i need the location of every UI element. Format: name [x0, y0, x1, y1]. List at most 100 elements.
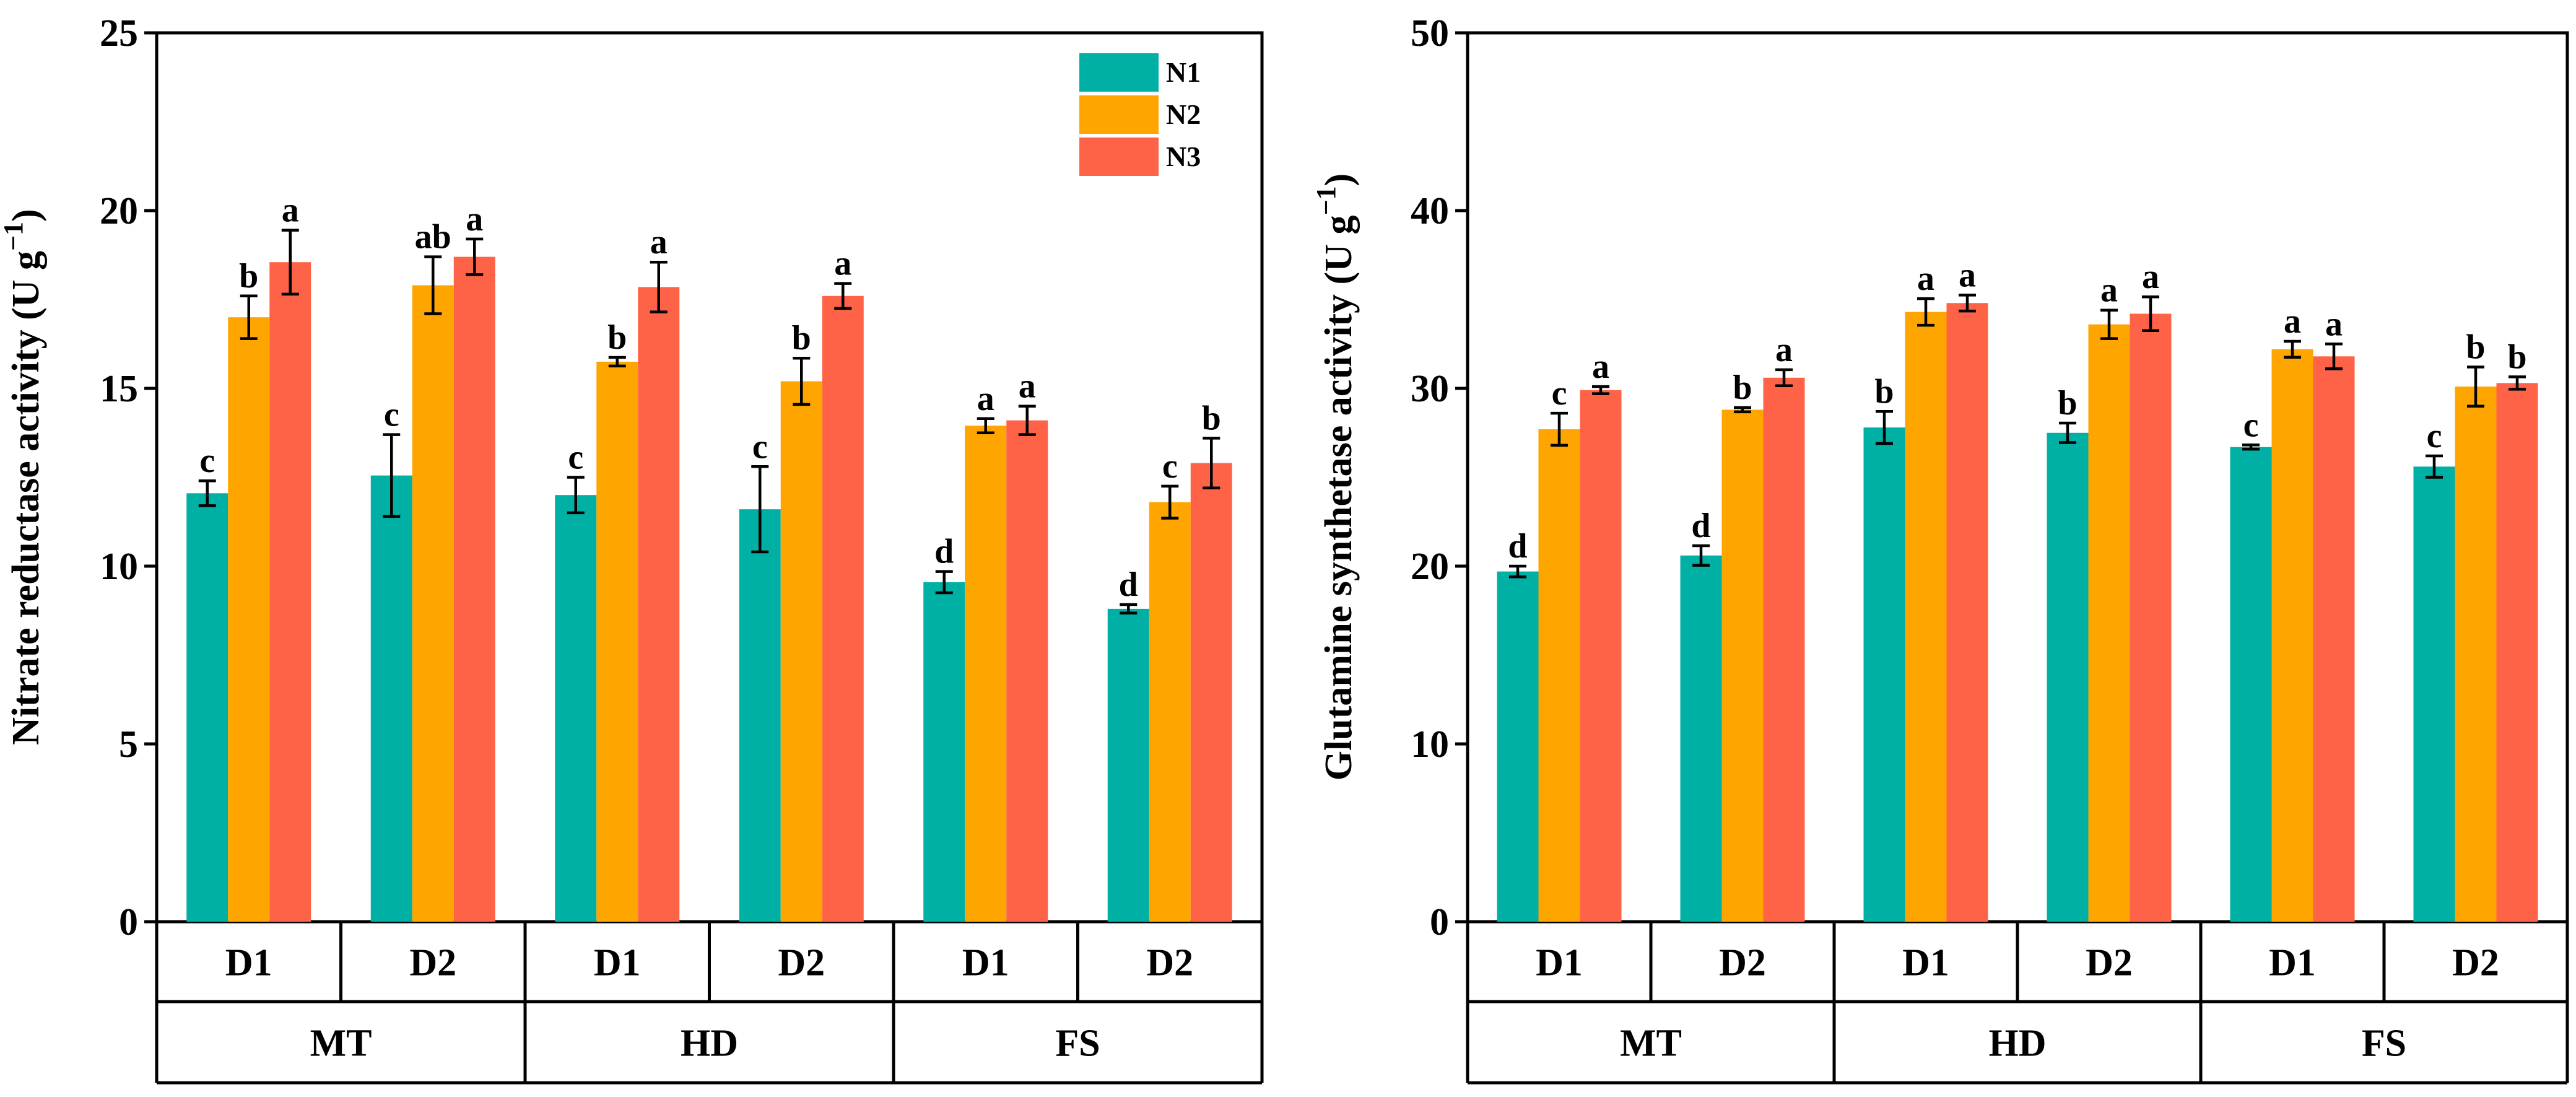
- glutamine-synthetase-chart: 0 10 20 30 40 50 Glutamine synthetase activity…: [1311, 12, 2569, 1085]
- significance-letter: d: [1691, 507, 1710, 545]
- y-tick-label: 20: [1411, 546, 1449, 588]
- legend-label: N3: [1166, 141, 1201, 172]
- y-tick-label: 10: [1411, 723, 1449, 766]
- bar-n1: [2047, 432, 2089, 922]
- group-label: MT: [310, 1023, 372, 1065]
- bar-n3: [2496, 383, 2538, 922]
- bar-n1: [1680, 555, 1722, 922]
- subgroup-label: D1: [1536, 942, 1583, 984]
- bar-n2: [1538, 429, 1580, 922]
- significance-letter: b: [1733, 369, 1752, 407]
- y-axis-label-close: ): [5, 209, 47, 222]
- bar-n3: [269, 262, 311, 922]
- significance-letter: c: [2427, 417, 2442, 455]
- bar-n2: [412, 285, 454, 922]
- group-label: HD: [681, 1023, 738, 1065]
- bar-n2: [228, 317, 270, 922]
- subgroup-label: D1: [594, 942, 641, 984]
- significance-letter: b: [792, 319, 811, 357]
- bar-n2: [965, 426, 1007, 922]
- subgroup-label: D1: [962, 942, 1009, 984]
- significance-letter: d: [1508, 527, 1527, 566]
- significance-letter: ab: [415, 218, 451, 256]
- group-label: HD: [1989, 1023, 2047, 1065]
- significance-letter: a: [834, 245, 851, 283]
- subgroup-label: D1: [2269, 942, 2316, 984]
- significance-letter: c: [1552, 374, 1567, 413]
- y-axis-label-close: ): [1318, 173, 1360, 186]
- legend-swatch-n1: [1079, 53, 1159, 92]
- bar-n3: [1763, 377, 1805, 922]
- bar-n3: [1946, 303, 1988, 922]
- y-tick-label: 40: [1411, 190, 1449, 232]
- y-tick-label: 5: [119, 723, 138, 766]
- significance-letter: a: [1775, 331, 1793, 369]
- significance-letter: b: [239, 257, 258, 295]
- bar-n2: [2455, 387, 2497, 922]
- significance-letter: b: [2507, 338, 2526, 376]
- significance-letter: b: [1202, 399, 1221, 437]
- significance-letter: a: [2100, 271, 2118, 310]
- plot-frame: [1466, 31, 2569, 924]
- significance-letter: a: [2142, 258, 2159, 296]
- subgroup-label: D2: [778, 942, 825, 984]
- significance-letter: c: [752, 427, 768, 466]
- significance-letter: b: [607, 318, 627, 357]
- legend-swatch-n3: [1079, 138, 1159, 176]
- bar-n2: [1149, 502, 1191, 922]
- subgroup-label: D2: [409, 942, 456, 984]
- significance-letter: a: [1917, 260, 1934, 298]
- bar-n1: [370, 475, 412, 922]
- group-label: MT: [1620, 1023, 1682, 1065]
- significance-letter: b: [1874, 372, 1894, 411]
- significance-letter: a: [282, 191, 299, 230]
- group-label: FS: [1055, 1023, 1100, 1065]
- subgroup-label: D2: [1719, 942, 1766, 984]
- significance-letter: a: [2284, 302, 2301, 341]
- y-tick-label: 25: [100, 12, 138, 55]
- subgroup-label: D2: [1146, 942, 1193, 984]
- subgroup-label: D2: [2086, 942, 2133, 984]
- bar-n3: [2313, 356, 2355, 922]
- bar-n3: [638, 287, 680, 922]
- significance-letter: b: [2058, 384, 2077, 422]
- y-axis-label-main: Glutamine synthetase activity (U g: [1318, 216, 1360, 781]
- significance-letter: c: [199, 442, 215, 480]
- y-axis-label: Glutamine synthetase activity (U g−1): [1311, 173, 1360, 780]
- bar-n1: [1497, 571, 1539, 922]
- bar-n3: [1580, 390, 1622, 922]
- bar-n3: [822, 295, 864, 922]
- bar-n1: [923, 582, 965, 922]
- significance-letter: a: [1019, 367, 1036, 406]
- bar-n2: [596, 361, 638, 922]
- bar-n3: [1006, 420, 1048, 922]
- bar-n1: [2413, 466, 2455, 922]
- y-axis-label-superscript: −1: [0, 222, 28, 251]
- legend-label: N2: [1166, 98, 1201, 130]
- nitrate-reductase-chart: 0 5 10 15 20 25 Nitrate reductase activity (U …: [0, 12, 1264, 1085]
- y-tick-label: 30: [1411, 368, 1449, 410]
- significance-letter: c: [1162, 447, 1178, 486]
- y-tick-label: 10: [100, 546, 138, 588]
- significance-letter: a: [466, 200, 483, 238]
- subgroup-label: D1: [225, 942, 272, 984]
- significance-letter: d: [934, 533, 954, 571]
- subgroup-label: D1: [1902, 942, 1949, 984]
- y-axis-label: Nitrate reductase activity (U g−1): [0, 209, 47, 745]
- bar-n3: [453, 256, 495, 922]
- bar-n1: [1863, 427, 1905, 922]
- significance-letter: c: [2243, 406, 2259, 444]
- significance-letter: c: [384, 396, 399, 434]
- significance-letter: a: [650, 223, 668, 261]
- significance-letter: a: [1592, 347, 1609, 386]
- bar-n2: [2271, 349, 2313, 922]
- bar-n2: [1721, 409, 1764, 922]
- significance-letter: a: [1959, 256, 1976, 294]
- y-tick-label: 20: [100, 190, 138, 232]
- bar-n1: [186, 493, 228, 922]
- legend-swatch-n2: [1079, 95, 1159, 134]
- group-label: FS: [2362, 1023, 2406, 1065]
- bar-n3: [1190, 463, 1232, 922]
- legend-label: N1: [1166, 56, 1201, 88]
